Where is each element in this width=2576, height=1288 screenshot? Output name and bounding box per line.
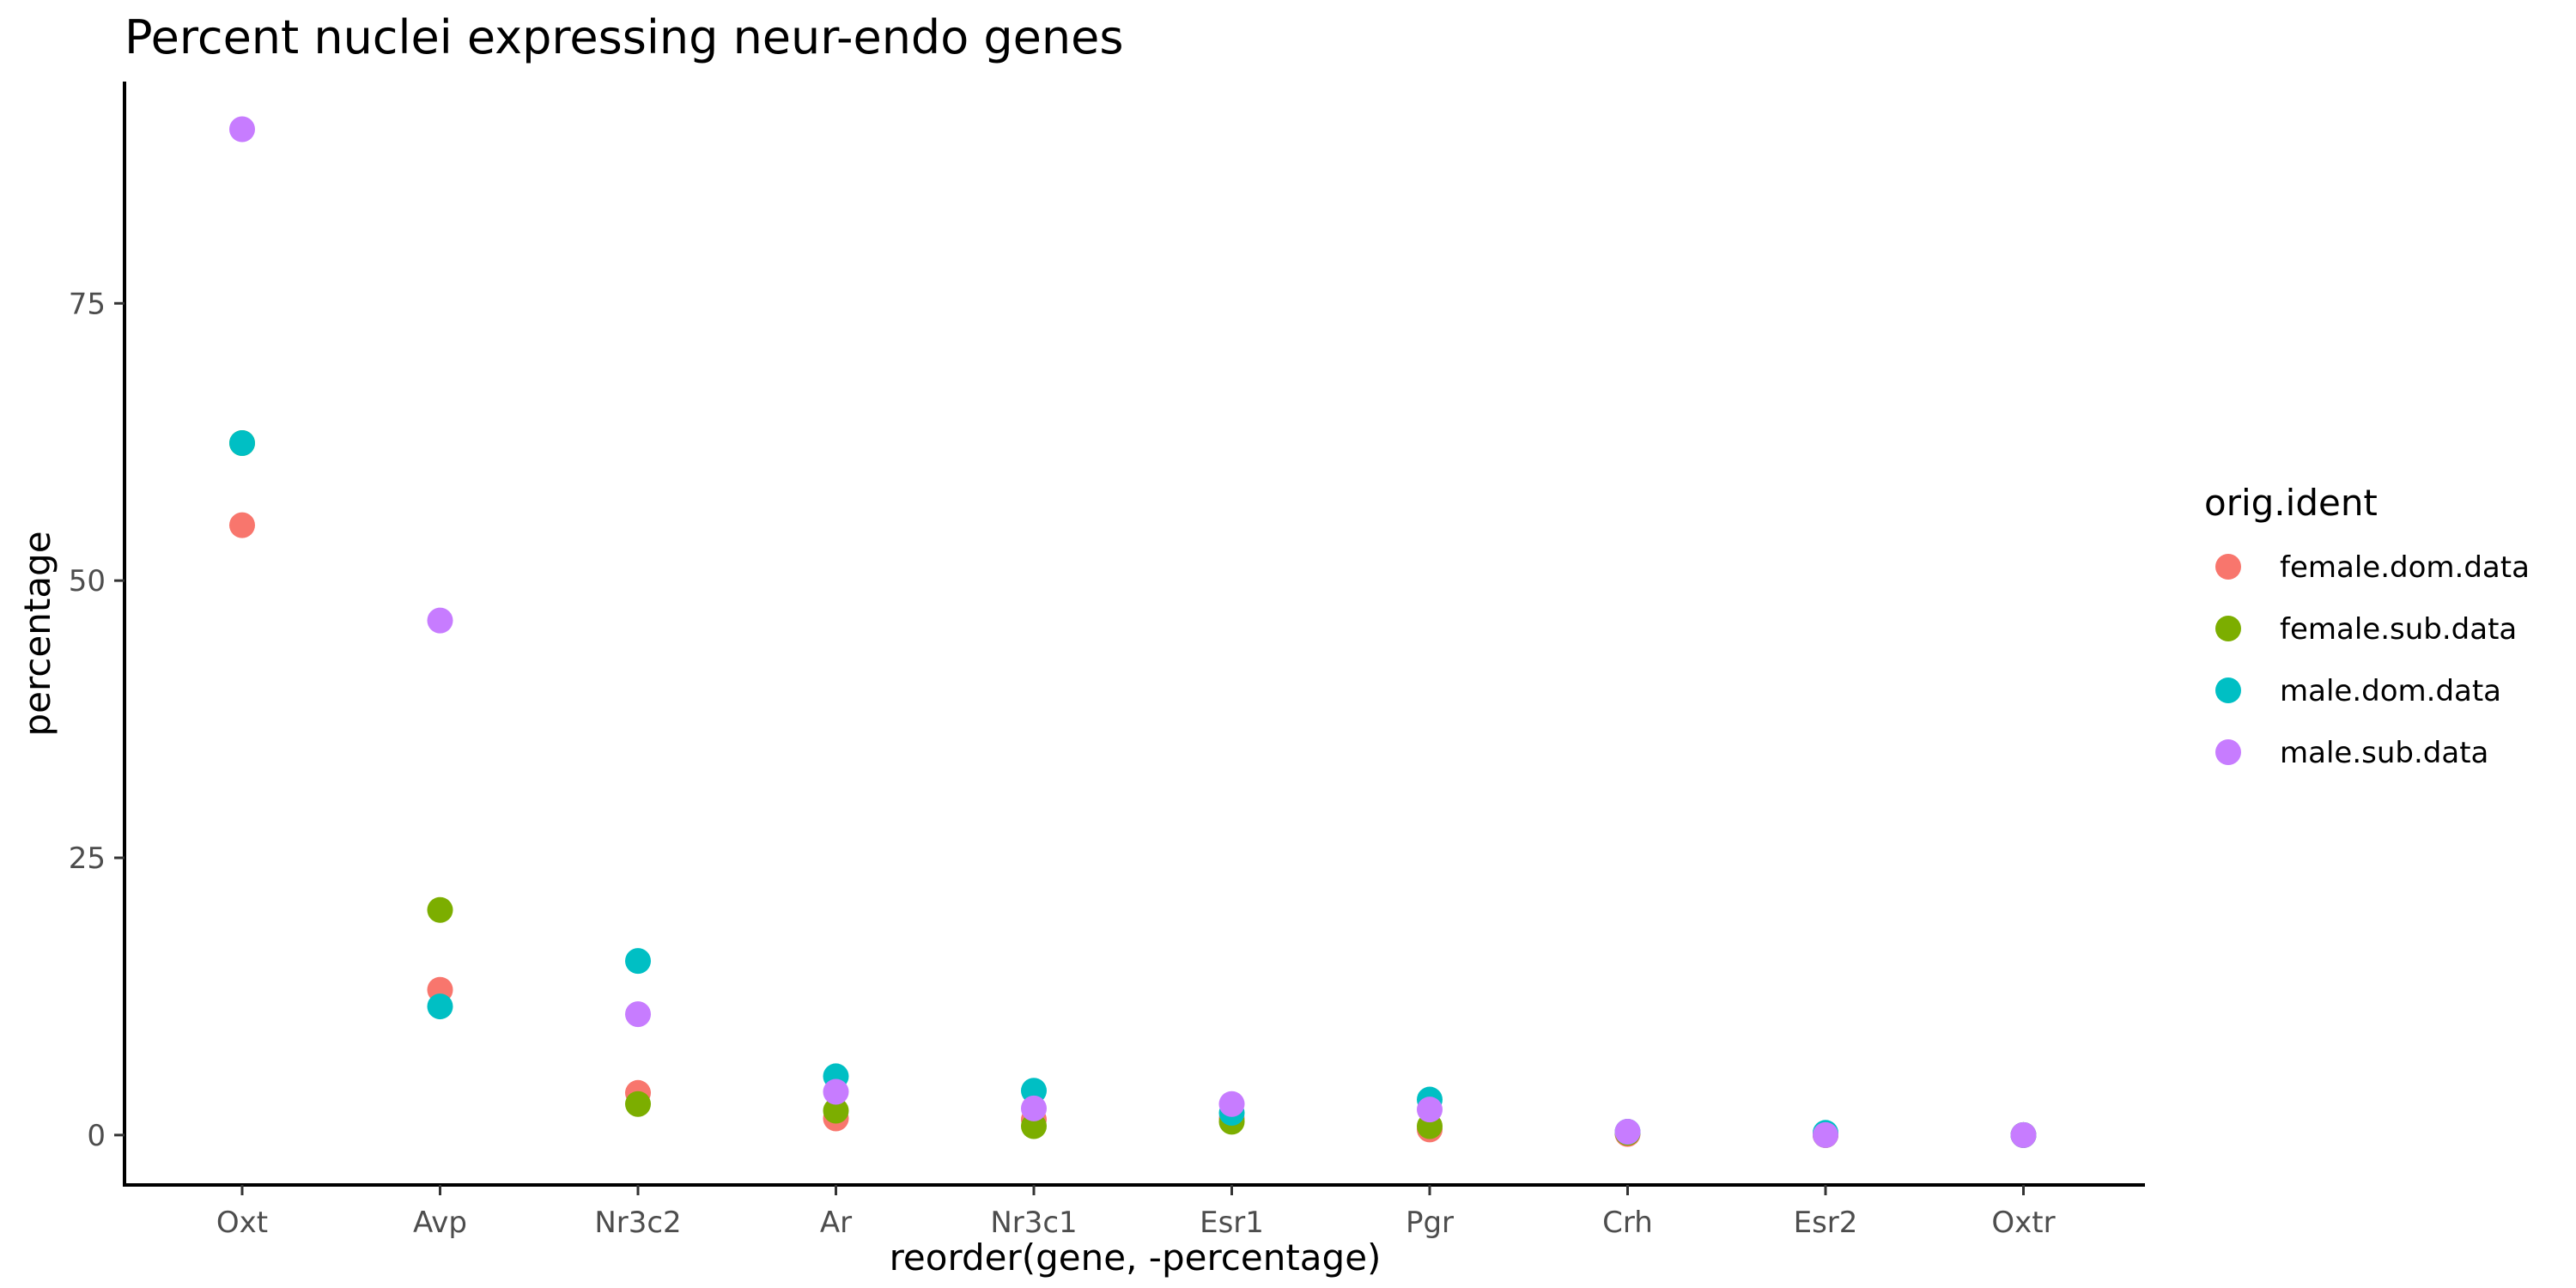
legend-label: male.dom.data (2280, 674, 2501, 708)
x-tick-label: Oxtr (1991, 1206, 2055, 1240)
data-point (1218, 1091, 1245, 1117)
data-point (625, 1001, 651, 1028)
plot-area (229, 116, 2037, 1148)
x-tick-label: Esr2 (1794, 1206, 1858, 1240)
data-point (1614, 1119, 1641, 1145)
data-point (427, 607, 453, 634)
x-axis-ticks: Oxt Avp Nr3c2 Ar Nr3c1 Esr1 Pgr Crh Esr2 Oxtr (216, 1185, 2056, 1240)
data-point (1021, 1113, 1047, 1139)
y-axis-ticks: 0 25 50 75 (69, 287, 125, 1153)
x-tick-label: Avp (413, 1206, 467, 1240)
series-male.dom.data (229, 430, 2037, 1148)
x-tick-label: Oxt (216, 1206, 268, 1240)
x-tick-label: Esr1 (1200, 1206, 1264, 1240)
data-point (1813, 1121, 1838, 1148)
legend-key (2215, 616, 2241, 641)
data-point (1021, 1078, 1047, 1104)
data-point (1021, 1095, 1047, 1121)
legend: orig.ident female.dom.data female.sub.dat… (2204, 482, 2530, 770)
x-tick-label: Pgr (1406, 1206, 1454, 1240)
y-tick-label: 75 (69, 287, 106, 321)
data-point (2010, 1121, 2037, 1148)
data-point (625, 948, 651, 975)
legend-title: orig.ident (2204, 482, 2378, 524)
y-tick-label: 0 (87, 1119, 106, 1153)
data-point (1417, 1097, 1443, 1123)
x-axis-title: reorder(gene, -percentage) (890, 1236, 1382, 1279)
x-tick-label: Nr3c1 (990, 1206, 1077, 1240)
legend-items: female.dom.data female.sub.data male.dom.d… (2215, 550, 2530, 770)
y-axis-title: percentage (16, 531, 58, 736)
legend-key (2215, 677, 2241, 703)
data-point (823, 1078, 849, 1105)
x-tick-label: Ar (820, 1206, 852, 1240)
legend-label: male.sub.data (2280, 736, 2488, 770)
data-point (427, 993, 453, 1020)
y-tick-label: 25 (69, 841, 106, 876)
y-tick-label: 50 (69, 564, 106, 598)
x-tick-label: Crh (1602, 1206, 1653, 1240)
legend-label: female.sub.data (2280, 612, 2517, 647)
series-female.dom.data (229, 512, 2037, 1148)
data-point (427, 896, 453, 923)
legend-key (2215, 554, 2241, 580)
legend-label: female.dom.data (2280, 550, 2530, 585)
legend-key (2215, 739, 2241, 765)
series-female.sub.data (229, 430, 2037, 1148)
data-point (823, 1097, 849, 1124)
data-point (625, 1091, 651, 1117)
data-point (229, 512, 255, 538)
series-male.sub.data (229, 116, 2037, 1148)
data-point (229, 430, 255, 457)
chart-title: Percent nuclei expressing neur-endo gene… (125, 10, 1123, 64)
x-tick-label: Nr3c2 (594, 1206, 681, 1240)
data-point (229, 116, 255, 143)
